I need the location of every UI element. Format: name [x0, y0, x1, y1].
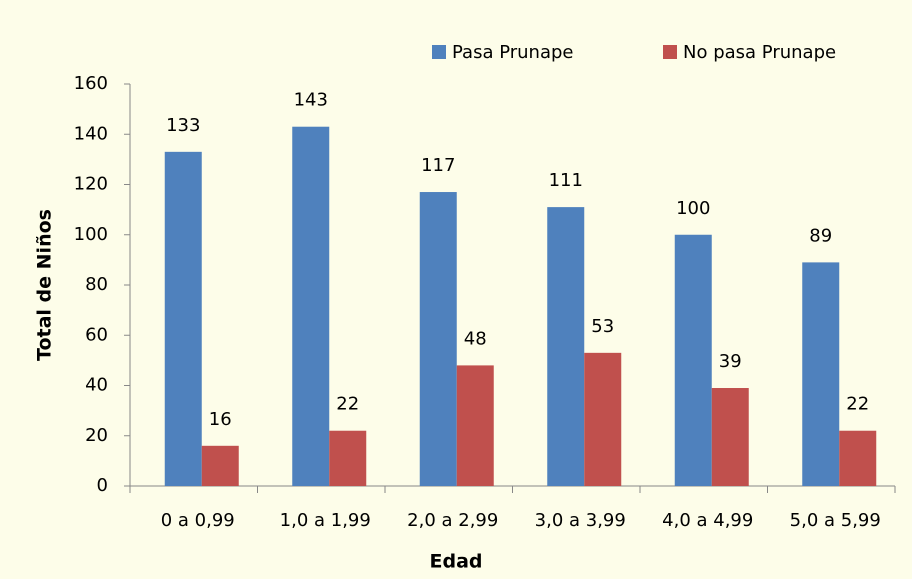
data-label: 111	[549, 170, 583, 191]
y-axis-label: Total de Niños	[34, 209, 56, 361]
data-label: 16	[209, 409, 232, 430]
legend-label: No pasa Prunape	[683, 42, 836, 63]
bar	[547, 207, 585, 487]
x-axis-label: Edad	[429, 551, 482, 573]
y-tick-label: 160	[74, 73, 108, 94]
x-tick-label: 2,0 a 2,99	[407, 510, 498, 531]
bar	[674, 234, 712, 486]
bar	[584, 352, 622, 486]
legend-swatch	[663, 45, 677, 59]
x-tick-label: 4,0 a 4,99	[662, 510, 753, 531]
bar	[802, 262, 840, 486]
bar	[201, 445, 239, 486]
y-tick-label: 100	[74, 224, 108, 245]
legend-swatch	[432, 45, 446, 59]
legend-label: Pasa Prunape	[452, 42, 574, 63]
x-tick-label: 1,0 a 1,99	[280, 510, 371, 531]
bar	[329, 430, 367, 486]
data-label: 133	[166, 115, 200, 136]
data-label: 117	[421, 155, 455, 176]
data-label: 89	[809, 225, 832, 246]
x-tick-label: 3,0 a 3,99	[535, 510, 626, 531]
data-label: 22	[846, 394, 869, 415]
bar	[419, 192, 457, 486]
y-tick-label: 140	[74, 123, 108, 144]
y-tick-label: 40	[85, 375, 108, 396]
bar	[164, 151, 202, 486]
bar	[456, 365, 494, 486]
bar	[292, 126, 330, 487]
x-tick-label: 5,0 a 5,99	[790, 510, 881, 531]
y-tick-label: 80	[85, 274, 108, 295]
data-label: 48	[464, 328, 487, 349]
data-label: 39	[719, 351, 742, 372]
x-tick-label: 0 a 0,99	[161, 510, 235, 531]
data-label: 22	[336, 394, 359, 415]
data-label: 53	[591, 316, 614, 337]
data-label: 143	[294, 90, 328, 111]
y-tick-label: 120	[74, 174, 108, 195]
y-tick-label: 20	[85, 425, 108, 446]
y-tick-label: 0	[97, 475, 108, 496]
bar	[839, 430, 877, 486]
y-tick-label: 60	[85, 324, 108, 345]
bar	[711, 388, 749, 486]
data-label: 100	[676, 198, 710, 219]
